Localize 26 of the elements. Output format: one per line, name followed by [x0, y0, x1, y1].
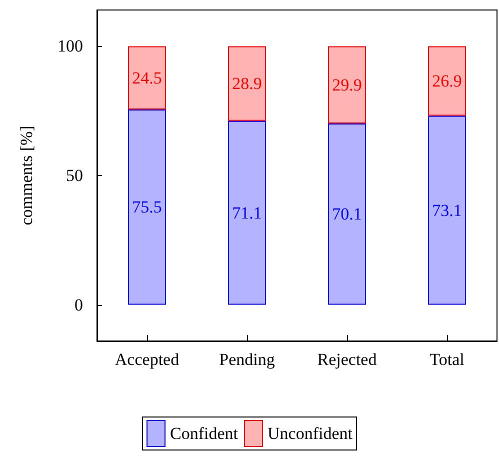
bar	[428, 116, 466, 305]
bar	[428, 46, 466, 116]
data-label: 73.1	[432, 200, 462, 220]
bar	[228, 46, 266, 121]
data-label: 24.5	[132, 68, 162, 88]
x-tick-label: Total	[430, 350, 465, 369]
data-label: 28.9	[232, 74, 262, 94]
data-label: 71.1	[232, 203, 262, 222]
bar	[128, 110, 166, 305]
data-label: 75.5	[132, 198, 162, 217]
bar	[328, 46, 366, 124]
legend-label: Unconfident	[268, 424, 353, 443]
bar	[228, 120, 266, 305]
y-axis-title: comments [%]	[17, 126, 36, 226]
y-tick-label: 0	[74, 295, 83, 314]
legend-label: Confident	[170, 424, 238, 443]
x-tick-label: Pending	[219, 350, 276, 369]
data-label: 29.9	[332, 75, 362, 94]
bar	[328, 124, 366, 305]
x-tick-label: Rejected	[317, 350, 378, 369]
x-tick-label: Accepted	[114, 350, 180, 369]
bar	[128, 46, 166, 110]
data-label: 26.9	[432, 71, 462, 90]
y-tick-label: 50	[66, 166, 83, 185]
data-label: 70.1	[332, 204, 362, 224]
y-tick-label: 100	[58, 36, 83, 56]
